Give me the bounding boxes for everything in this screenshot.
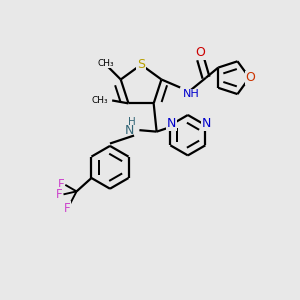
Text: F: F — [58, 178, 64, 191]
Text: CH₃: CH₃ — [92, 96, 109, 105]
Text: N: N — [167, 117, 176, 130]
Text: F: F — [64, 202, 70, 214]
Text: S: S — [137, 58, 145, 70]
Text: O: O — [195, 46, 205, 59]
Text: NH: NH — [183, 89, 200, 99]
Text: O: O — [246, 71, 256, 84]
Text: H: H — [128, 117, 136, 128]
Text: N: N — [202, 117, 211, 130]
Text: N: N — [125, 124, 134, 137]
Text: F: F — [56, 188, 62, 201]
Text: CH₃: CH₃ — [98, 59, 114, 68]
